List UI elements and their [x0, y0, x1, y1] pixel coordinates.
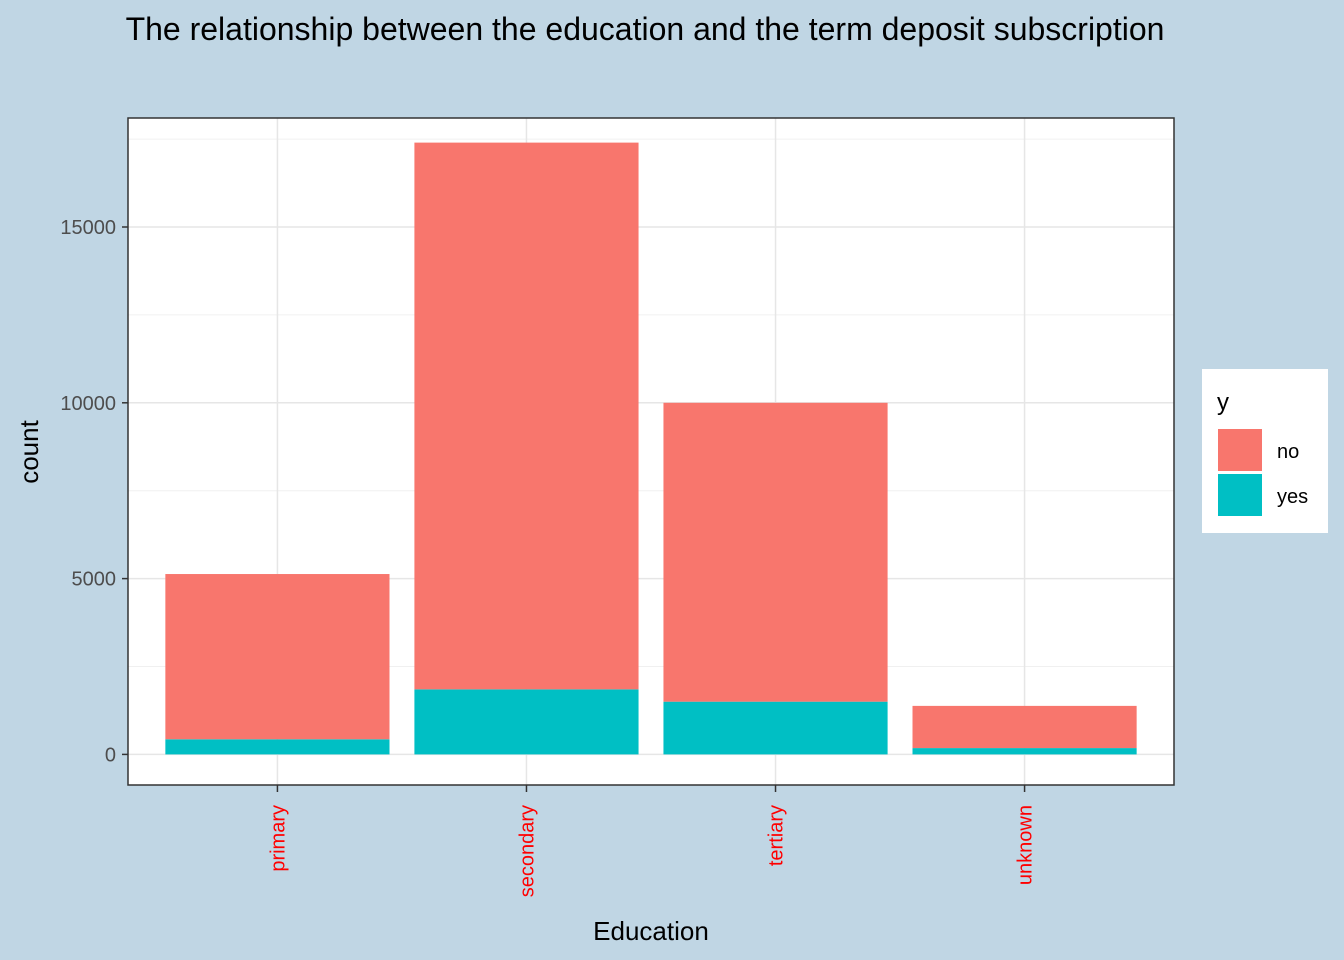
- plot-border: [127, 117, 1175, 786]
- bar-secondary-yes: [414, 689, 639, 755]
- legend-entries: no yes: [1218, 429, 1308, 516]
- x-tick-label: unknown: [1015, 805, 1037, 885]
- y-axis: 0 5000 10000 15000: [60, 217, 128, 766]
- legend: y no yes: [1202, 369, 1328, 533]
- bar-unknown-yes: [912, 748, 1137, 755]
- bar-unknown-no: [912, 705, 1137, 749]
- bars: [165, 142, 1137, 755]
- y-axis-title: count: [14, 419, 44, 483]
- x-axis-title: Education: [593, 916, 709, 946]
- legend-title: y: [1217, 389, 1229, 416]
- x-tick-label: primary: [267, 805, 289, 872]
- bar-secondary-no: [414, 142, 639, 690]
- x-axis: primary secondary tertiary unknown: [267, 785, 1037, 897]
- bar-tertiary-no: [663, 402, 888, 702]
- y-tick-label: 5000: [72, 569, 117, 591]
- legend-key-yes: [1218, 474, 1262, 516]
- bar-tertiary-yes: [663, 701, 888, 755]
- chart-title: The relationship between the education a…: [126, 11, 1165, 47]
- y-tick-label: 0: [105, 744, 116, 766]
- bar-primary-no: [165, 574, 390, 740]
- x-tick-label: tertiary: [766, 805, 788, 866]
- legend-label-yes: yes: [1277, 486, 1308, 508]
- y-tick-label: 15000: [60, 217, 116, 239]
- bar-primary-yes: [165, 739, 390, 755]
- y-tick-label: 10000: [60, 393, 116, 415]
- legend-label-no: no: [1277, 441, 1299, 463]
- legend-key-no: [1218, 429, 1262, 471]
- x-tick-label: secondary: [516, 805, 538, 897]
